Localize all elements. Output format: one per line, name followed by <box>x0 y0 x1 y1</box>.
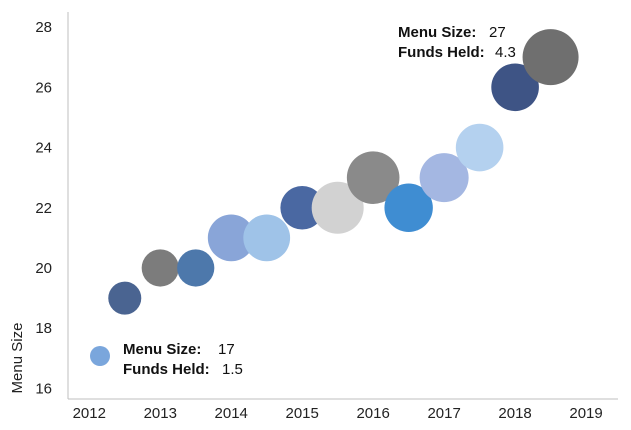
annotation-min-val2: 1.5 <box>222 361 243 378</box>
annotation-min-marker <box>90 346 110 366</box>
annotation-min-key2: Funds Held: <box>123 361 210 378</box>
x-tick-label: 2018 <box>498 405 531 422</box>
x-tick-label: 2016 <box>356 405 389 422</box>
annotation-max-val2: 4.3 <box>495 44 516 61</box>
bubble <box>243 214 291 262</box>
annotation-max-val1: 27 <box>489 24 506 41</box>
y-tick-labels: 16 18 20 22 24 26 28 <box>35 19 52 397</box>
bubble <box>491 63 539 112</box>
y-tick-label: 28 <box>35 19 52 36</box>
bubble <box>419 153 469 203</box>
annotation-min: Menu Size: 17 Funds Held: 1.5 <box>90 341 243 378</box>
annotation-min-key1: Menu Size: <box>123 341 201 358</box>
annotation-max-key2: Funds Held: <box>398 44 485 61</box>
x-tick-label: 2013 <box>144 405 177 422</box>
bubble-series <box>108 29 579 315</box>
annotation-min-val1: 17 <box>218 341 235 358</box>
y-tick-label: 20 <box>35 260 52 277</box>
y-tick-label: 16 <box>35 380 52 397</box>
bubble <box>108 281 142 315</box>
y-tick-label: 22 <box>35 200 52 217</box>
x-tick-label: 2015 <box>286 405 319 422</box>
bubble <box>346 151 400 204</box>
bubble <box>522 29 579 86</box>
bubble <box>141 249 179 287</box>
x-tick-label: 2019 <box>569 405 602 422</box>
y-tick-label: 18 <box>35 320 52 337</box>
annotation-max: Menu Size: 27 Funds Held: 4.3 <box>398 24 516 61</box>
x-tick-labels: 2012 2013 2014 2015 2016 2017 2018 2019 <box>73 405 603 422</box>
bubble <box>280 185 324 230</box>
x-tick-label: 2014 <box>215 405 248 422</box>
y-tick-label: 24 <box>35 140 52 157</box>
bubble <box>311 181 364 234</box>
y-tick-label: 26 <box>35 79 52 96</box>
y-axis-label: Menu Size <box>9 323 26 394</box>
bubble <box>455 123 504 172</box>
bubble <box>384 183 433 232</box>
x-tick-label: 2017 <box>427 405 460 422</box>
bubble <box>177 249 215 287</box>
annotation-max-key1: Menu Size: <box>398 24 476 41</box>
bubble <box>207 214 255 262</box>
x-tick-label: 2012 <box>73 405 106 422</box>
